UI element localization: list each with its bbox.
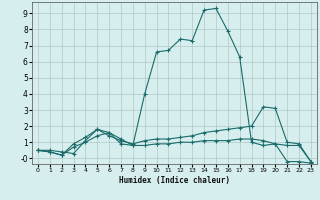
X-axis label: Humidex (Indice chaleur): Humidex (Indice chaleur) [119,176,230,185]
